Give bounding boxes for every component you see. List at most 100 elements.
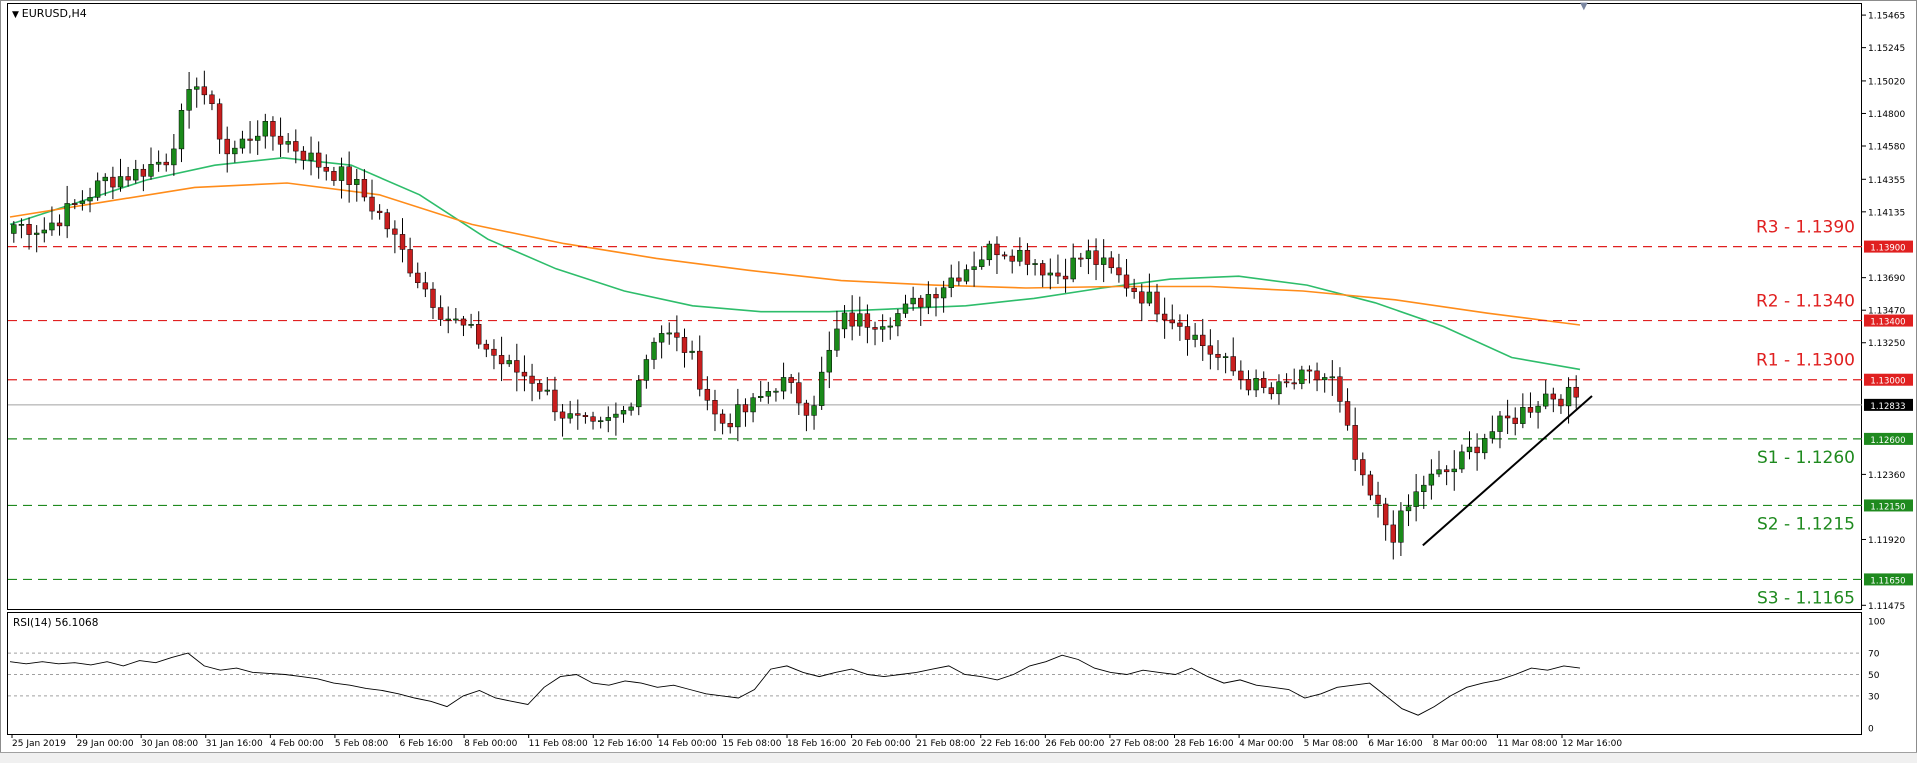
candle-body-bear	[247, 138, 253, 141]
candle-body-bear	[72, 203, 78, 205]
time-tick-label: 8 Feb 00:00	[464, 739, 518, 749]
candle-body-bear	[498, 355, 505, 365]
candle-body-bull	[1520, 407, 1526, 424]
scroll-marker-icon[interactable]: ▼	[1580, 1, 1588, 12]
candle-body-bear	[384, 212, 390, 230]
candle	[148, 147, 154, 180]
candle-body-bear	[26, 223, 32, 235]
candle-body-bear	[1215, 353, 1221, 358]
candle	[1215, 340, 1221, 371]
candle	[232, 140, 238, 163]
candle	[788, 373, 794, 394]
candle	[1352, 407, 1358, 472]
candle	[1421, 475, 1427, 509]
candle	[56, 214, 63, 236]
time-tick-label: 31 Jan 16:00	[206, 739, 263, 749]
candle-body-bull	[1329, 376, 1335, 379]
candle-body-bull	[1070, 257, 1076, 280]
candle-body-bear	[293, 141, 299, 152]
ma-line-fast	[9, 156, 1581, 371]
time-axis[interactable]: 25 Jan 2019 29 Jan 00:00 30 Jan 08:00 31 Ja…	[11, 734, 1622, 749]
candle-body-bear	[1382, 503, 1389, 526]
rsi-panel[interactable]: RSI(14) 56.1068 100 70 50 30 0	[7, 612, 1886, 735]
candle-body-bull	[79, 200, 86, 204]
candle	[674, 315, 680, 352]
candle-body-bear	[1001, 254, 1008, 257]
uptrend-line[interactable]	[1422, 395, 1593, 547]
trendline-layer[interactable]	[1422, 395, 1593, 547]
rsi-tick-label: 70	[1868, 650, 1880, 660]
candle	[1001, 251, 1008, 260]
candle	[971, 251, 977, 287]
candle-body-bear	[552, 389, 558, 413]
candle	[72, 199, 78, 210]
candle	[1314, 362, 1320, 392]
level-tag-bg	[1864, 240, 1913, 253]
candle	[986, 240, 993, 266]
candle	[719, 409, 726, 435]
candle-body-bear	[1527, 407, 1534, 413]
candle	[1451, 450, 1457, 491]
candle-body-bull	[1497, 415, 1503, 432]
candle	[918, 295, 924, 326]
candle-body-bull	[1299, 369, 1305, 384]
candle	[354, 169, 360, 202]
candle	[1573, 375, 1579, 409]
candle-body-bear	[1360, 459, 1366, 476]
level-label-s1: S1 - 1.1260	[1757, 448, 1855, 468]
candle-body-bear	[803, 402, 810, 416]
price-tick-label: 1.15020	[1868, 77, 1905, 87]
price-tick-label: 1.14800	[1868, 110, 1905, 120]
candle-body-bull	[902, 303, 909, 314]
level-tag-r1: 1.13000	[1870, 377, 1905, 387]
candle-body-bear	[1245, 379, 1252, 391]
candle	[315, 141, 322, 179]
candle-body-bull	[597, 420, 604, 423]
candle	[331, 166, 337, 186]
candle	[1527, 392, 1534, 418]
candle-body-bull	[1451, 468, 1457, 473]
time-tick-label: 11 Mar 08:00	[1497, 739, 1557, 749]
candle	[1466, 431, 1473, 460]
time-tick-label: 14 Feb 00:00	[658, 739, 717, 749]
price-tick-label: 1.11475	[1868, 602, 1905, 612]
candle	[590, 411, 596, 430]
candle-body-bear	[956, 277, 962, 282]
bottom-scroll-strip[interactable]	[0, 752, 1917, 763]
candle	[79, 190, 86, 211]
candle-body-bear	[529, 375, 535, 384]
candle	[773, 388, 779, 402]
candle	[1093, 238, 1099, 281]
candle	[559, 404, 566, 437]
candle	[1268, 382, 1275, 400]
candle	[902, 294, 909, 318]
candle-body-bear	[110, 176, 116, 188]
candle-body-bull	[506, 360, 512, 365]
candle-body-bear	[1131, 287, 1137, 293]
candle-body-bear	[742, 404, 749, 413]
candle-body-bull	[1428, 473, 1435, 486]
candle-body-bear	[476, 324, 482, 345]
candle	[1474, 433, 1480, 471]
candle-body-bull	[636, 380, 642, 408]
time-tick-label: 8 Mar 00:00	[1433, 739, 1488, 749]
candle	[26, 217, 32, 250]
candle	[270, 116, 276, 151]
candle-body-bull	[666, 332, 672, 335]
candle-body-bull	[49, 222, 55, 231]
candle-body-bull	[750, 397, 756, 413]
collapse-arrow-icon[interactable]: ▼	[12, 10, 22, 20]
candle-body-bull	[1032, 263, 1038, 265]
candle-body-bear	[407, 249, 413, 274]
candle-body-bear	[1390, 524, 1396, 543]
candle-body-bear	[864, 313, 871, 328]
candle-body-bull	[811, 405, 817, 416]
rsi-scale[interactable]: 100 70 50 30 0	[1868, 618, 1885, 735]
candle-body-bull	[1085, 250, 1092, 260]
candle-body-bear	[1184, 326, 1191, 340]
candle-body-bull	[194, 86, 200, 90]
price-scale[interactable]: 1.13900 1.13400 1.13000 1.12600 1.12150 1.116…	[1862, 12, 1913, 612]
price-panel[interactable]: ▼ EURUSD,H4 ▼ R3 - 1.1390 R2 - 1.1340 R1 -…	[7, 1, 1914, 612]
candle-body-bear	[1283, 381, 1290, 384]
